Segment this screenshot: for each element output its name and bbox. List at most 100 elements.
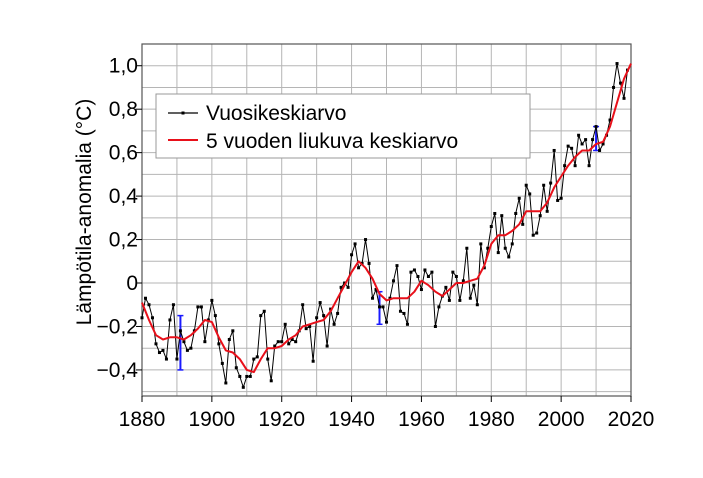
- annual-point: [287, 342, 291, 346]
- annual-point: [528, 192, 532, 196]
- annual-point: [433, 324, 437, 328]
- annual-point: [531, 233, 535, 237]
- annual-point: [615, 62, 619, 66]
- annual-point: [468, 296, 472, 300]
- annual-point: [199, 305, 203, 309]
- annual-point: [437, 305, 441, 309]
- annual-point: [203, 340, 207, 344]
- annual-point: [430, 270, 434, 274]
- annual-point: [339, 285, 343, 289]
- annual-point: [252, 357, 256, 361]
- annual-point: [378, 305, 382, 309]
- x-tick-labels: 1880 1900 1920 1940 1960 1980 2000 2020: [119, 408, 655, 431]
- annual-point: [416, 274, 420, 278]
- annual-point: [496, 251, 500, 255]
- annual-point: [353, 242, 357, 246]
- annual-point: [472, 283, 476, 287]
- annual-point: [332, 322, 336, 326]
- legend-smooth-label: 5 vuoden liukuva keskiarvo: [206, 130, 458, 153]
- annual-point: [591, 138, 595, 142]
- annual-point: [566, 144, 570, 148]
- x-tick-label: 2020: [608, 408, 655, 431]
- annual-point: [371, 296, 375, 300]
- annual-point: [405, 322, 409, 326]
- annual-point: [185, 348, 189, 352]
- annual-point: [426, 274, 430, 278]
- annual-point: [419, 288, 423, 292]
- annual-point: [357, 266, 361, 270]
- annual-point: [594, 125, 598, 129]
- annual-point: [517, 196, 521, 200]
- annual-point: [213, 314, 217, 318]
- annual-point: [143, 296, 147, 300]
- annual-point: [311, 359, 315, 363]
- annual-point: [559, 196, 563, 200]
- x-tick-label: 1940: [328, 408, 375, 431]
- annual-point: [206, 318, 210, 322]
- y-tick-label: 0,8: [109, 98, 138, 121]
- annual-point: [171, 303, 175, 307]
- annual-point: [350, 253, 354, 257]
- annual-point: [489, 225, 493, 229]
- annual-point: [364, 238, 368, 242]
- y-tick-label: −0,2: [97, 315, 138, 338]
- annual-point: [336, 311, 340, 315]
- annual-point: [482, 266, 486, 270]
- annual-point: [322, 314, 326, 318]
- annual-point: [500, 214, 504, 218]
- annual-point: [238, 374, 242, 378]
- y-tick-label: 1,0: [109, 55, 138, 78]
- annual-point: [175, 357, 179, 361]
- annual-point: [395, 264, 399, 268]
- annual-point: [220, 361, 224, 365]
- error-bar: [177, 314, 184, 371]
- annual-point: [580, 142, 584, 146]
- annual-point: [245, 374, 249, 378]
- annual-point: [241, 385, 245, 389]
- annual-point: [227, 338, 231, 342]
- annual-point: [301, 303, 305, 307]
- annual-point: [329, 307, 333, 311]
- annual-point: [154, 342, 158, 346]
- annual-point: [573, 164, 577, 168]
- annual-point: [147, 303, 151, 307]
- x-tick-label: 1980: [468, 408, 515, 431]
- annual-point: [294, 340, 298, 344]
- annual-point: [217, 342, 221, 346]
- legend-annual-marker: [181, 111, 185, 115]
- annual-point: [514, 211, 518, 215]
- x-tick-label: 1960: [398, 408, 445, 431]
- annual-point: [308, 324, 312, 328]
- annual-point: [608, 118, 612, 122]
- annual-point: [584, 138, 588, 142]
- annual-point: [524, 183, 528, 187]
- error-bars: [177, 125, 600, 371]
- annual-point: [210, 298, 214, 302]
- annual-point: [601, 142, 605, 146]
- annual-point: [248, 374, 252, 378]
- annual-point: [493, 211, 497, 215]
- smooth-series: [141, 63, 632, 374]
- annual-point: [458, 298, 462, 302]
- annual-point: [538, 214, 542, 218]
- annual-point: [570, 146, 574, 150]
- axes-frame: [141, 43, 632, 397]
- annual-point: [479, 242, 483, 246]
- x-tick-label: 1920: [258, 408, 305, 431]
- annual-point: [262, 309, 266, 313]
- annual-point: [552, 148, 556, 152]
- annual-line: [141, 63, 628, 389]
- annual-point: [346, 285, 350, 289]
- annual-point: [412, 268, 416, 272]
- legend-box: [155, 93, 531, 159]
- annual-point: [273, 344, 277, 348]
- annual-point: [189, 346, 193, 350]
- annual-point: [374, 288, 378, 292]
- y-tick-label: 0,6: [109, 142, 138, 165]
- annual-point: [168, 318, 172, 322]
- annual-point: [259, 314, 263, 318]
- legend-annual-label: Vuosikeskiarvo: [206, 102, 346, 125]
- annual-point: [276, 340, 280, 344]
- annual-point: [612, 85, 616, 89]
